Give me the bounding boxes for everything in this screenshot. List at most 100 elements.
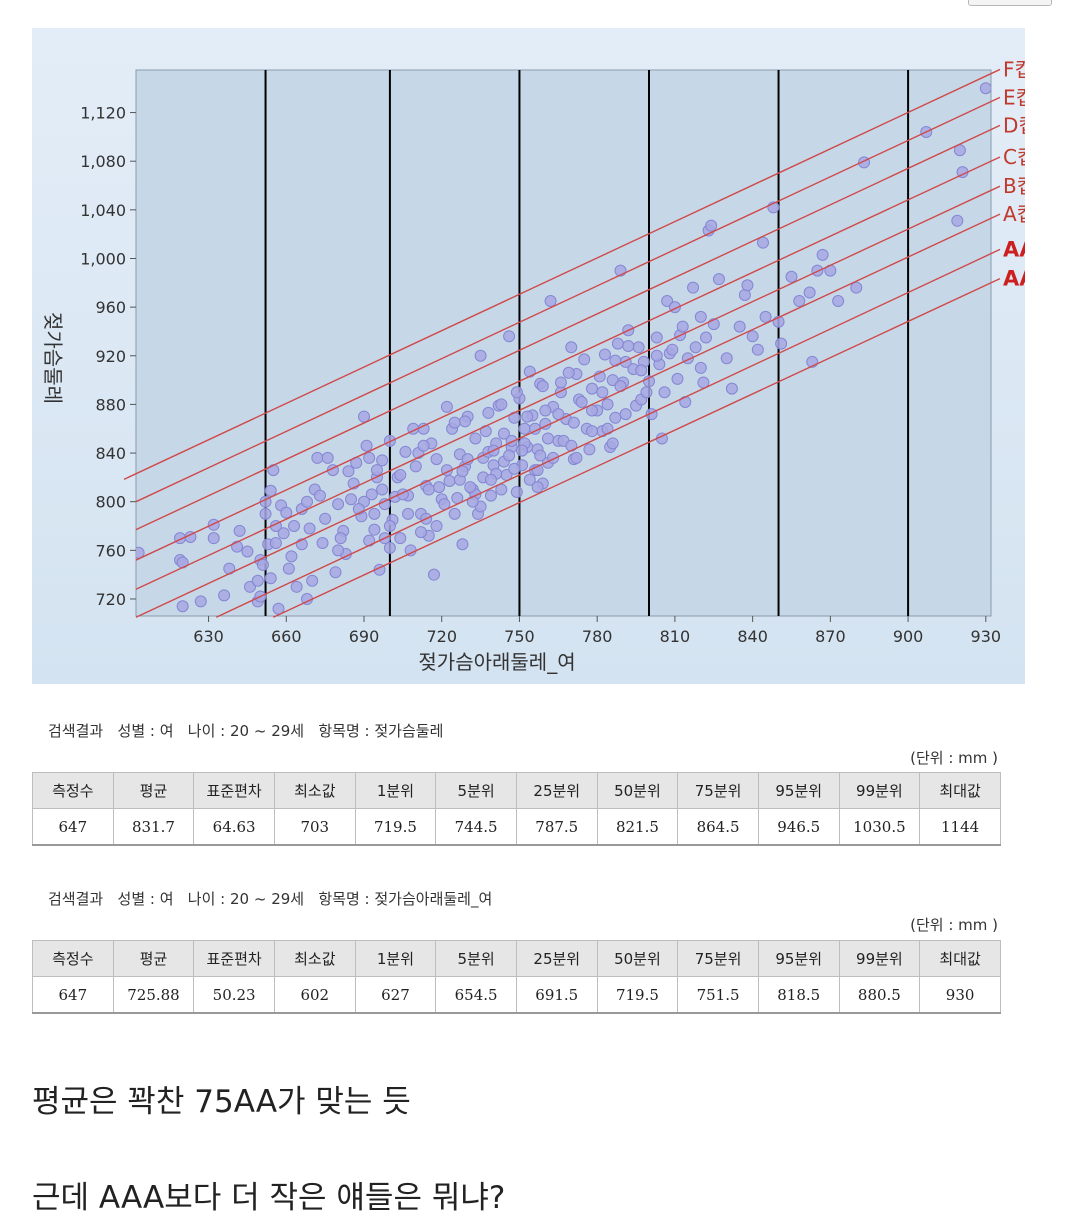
table-header-row: 측정수 평균 표준편차 최소값 1분위 5분위 25분위 50분위 75분위 95분위 99분위 최대… (32, 940, 1001, 977)
data-point (666, 343, 679, 356)
column-header: 측정수 (32, 940, 114, 977)
data-point (562, 366, 575, 379)
data-point (705, 219, 718, 232)
x-tick-label: 630 (193, 627, 224, 646)
data-point (495, 398, 508, 411)
table-row: 647 725.88 50.23 602 627 654.5 691.5 719.5 751.5… (32, 976, 1001, 1014)
data-point (676, 320, 689, 333)
data-point (194, 595, 207, 608)
data-point (565, 341, 578, 354)
data-point (521, 410, 534, 423)
column-header: 99분위 (838, 940, 921, 977)
y-tick-label: 1,040 (80, 201, 126, 220)
table-cell: 602 (273, 976, 356, 1014)
data-point (456, 465, 469, 478)
data-point (541, 432, 554, 445)
y-tick-label: 960 (95, 298, 126, 317)
data-point (534, 449, 547, 462)
data-point (622, 340, 635, 353)
column-header: 1분위 (354, 772, 437, 809)
stats-table-2: 측정수 평균 표준편차 최소값 1분위 5분위 25분위 50분위 75분위 95분위 99분위 최대… (32, 940, 1001, 1014)
cup-lines (123, 68, 1001, 618)
data-points (136, 82, 991, 615)
data-point (539, 404, 552, 417)
chart-svg: 720 760 800 840 880 920 960 1,000 1,040 1,080 1,12… (32, 28, 1025, 684)
data-point (979, 82, 991, 95)
data-point (288, 520, 301, 533)
column-header: 25분위 (515, 940, 598, 977)
stats-caption-text: 성별 : 여 나이 : 20 ~ 29세 항목명 : 젖가슴둘레 (117, 722, 444, 740)
table-cell: 1030.5 (838, 808, 921, 846)
data-point (650, 349, 663, 362)
data-point (503, 330, 516, 343)
cup-label: A컵 (1003, 202, 1025, 226)
data-point (218, 589, 231, 602)
data-point (301, 495, 313, 508)
data-point (746, 330, 759, 343)
data-point (606, 437, 619, 450)
table-header-row: 측정수 평균 표준편차 최소값 1분위 5분위 25분위 50분위 75분위 95분위 99분위 최대… (32, 772, 1001, 809)
cup-line (135, 156, 1001, 561)
data-point (394, 532, 407, 545)
column-header: 측정수 (32, 772, 114, 809)
data-point (370, 464, 383, 477)
data-point (531, 481, 544, 494)
column-header: 최대값 (919, 772, 1001, 809)
stats-unit-1: (단위 : mm ) (910, 749, 998, 767)
cup-label: AAA (1003, 267, 1025, 291)
data-point (251, 574, 264, 587)
data-point (415, 526, 427, 539)
data-point (570, 451, 583, 464)
data-point (793, 295, 806, 308)
column-header: 95분위 (757, 940, 840, 977)
data-point (650, 331, 663, 344)
data-point (619, 408, 632, 421)
x-axis-label: 젖가슴아래둘레_여 (418, 650, 575, 674)
data-point (586, 425, 598, 438)
data-point (518, 422, 531, 435)
data-point (785, 270, 798, 283)
data-point (640, 386, 653, 399)
data-point (404, 544, 417, 557)
data-point (303, 522, 316, 535)
table-cell: 647 (32, 976, 114, 1014)
data-point (694, 310, 707, 323)
data-point (358, 410, 370, 423)
cup-line (123, 68, 1001, 480)
data-point (285, 550, 298, 563)
data-point (256, 558, 269, 571)
data-point (456, 538, 469, 551)
table-cell: 930 (919, 976, 1001, 1014)
data-point (720, 352, 733, 365)
data-point (510, 485, 523, 498)
data-point (176, 600, 189, 613)
data-point (516, 444, 529, 457)
post-text-line-2: 근데 AAA보다 더 작은 얘들은 뭐냐? (32, 1180, 506, 1216)
cup-label: AA (1003, 237, 1025, 261)
data-point (578, 353, 591, 366)
data-point (360, 439, 373, 452)
cup-line (135, 124, 1001, 531)
data-point (632, 341, 645, 354)
data-point (951, 214, 964, 227)
data-point (334, 532, 347, 545)
stats-unit-2: (단위 : mm ) (910, 916, 998, 934)
data-point (345, 493, 358, 506)
cup-line (216, 248, 1001, 618)
data-point (459, 415, 472, 428)
cup-line (273, 277, 1001, 618)
data-point (464, 481, 477, 494)
data-point (329, 566, 342, 579)
data-point (409, 460, 422, 473)
y-axis-label: 젖가슴둘레 (41, 312, 65, 404)
data-point (363, 534, 376, 547)
data-point (269, 537, 282, 550)
data-point (399, 445, 412, 458)
data-point (440, 400, 453, 413)
data-point (661, 295, 674, 308)
data-point (264, 484, 277, 497)
top-right-button[interactable] (968, 0, 1052, 6)
data-point (609, 411, 622, 424)
data-point (427, 568, 440, 581)
data-point (575, 395, 588, 408)
